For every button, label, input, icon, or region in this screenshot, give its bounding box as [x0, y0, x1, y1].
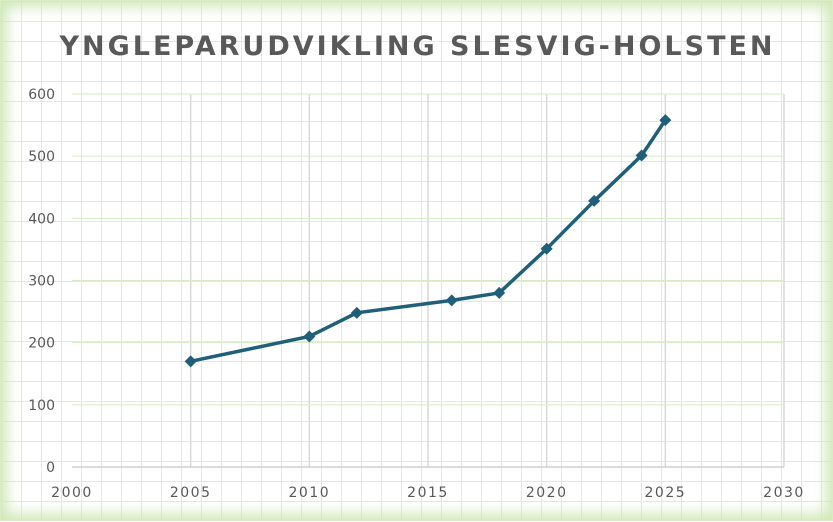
data-point-marker: [445, 294, 458, 307]
y-tick-label: 300: [28, 274, 55, 290]
x-tick-label: 2000: [51, 485, 93, 501]
x-tick-label: 2010: [289, 485, 331, 501]
x-tick-label: 2015: [407, 485, 449, 501]
x-tick-label: 2030: [763, 485, 805, 501]
x-tick-label: 2020: [526, 485, 568, 501]
y-tick-label: 400: [28, 211, 55, 227]
y-tick-label: 500: [28, 149, 55, 165]
data-point-marker: [303, 330, 316, 343]
data-point-marker: [588, 194, 601, 207]
y-tick-label: 0: [46, 460, 55, 476]
data-point-marker: [659, 114, 672, 127]
data-point-marker: [493, 286, 506, 299]
data-point-marker: [635, 149, 648, 162]
x-tick-label: 2025: [645, 485, 687, 501]
x-tick-label: 2005: [170, 485, 212, 501]
y-tick-label: 200: [28, 336, 55, 352]
y-tick-label: 600: [28, 87, 55, 103]
data-point-marker: [350, 306, 363, 319]
y-tick-label: 100: [28, 398, 55, 414]
data-point-marker: [184, 355, 197, 368]
chart-title: YNGLEPARUDVIKLING SLESVIG-HOLSTEN: [59, 31, 776, 62]
data-point-marker: [540, 242, 553, 255]
